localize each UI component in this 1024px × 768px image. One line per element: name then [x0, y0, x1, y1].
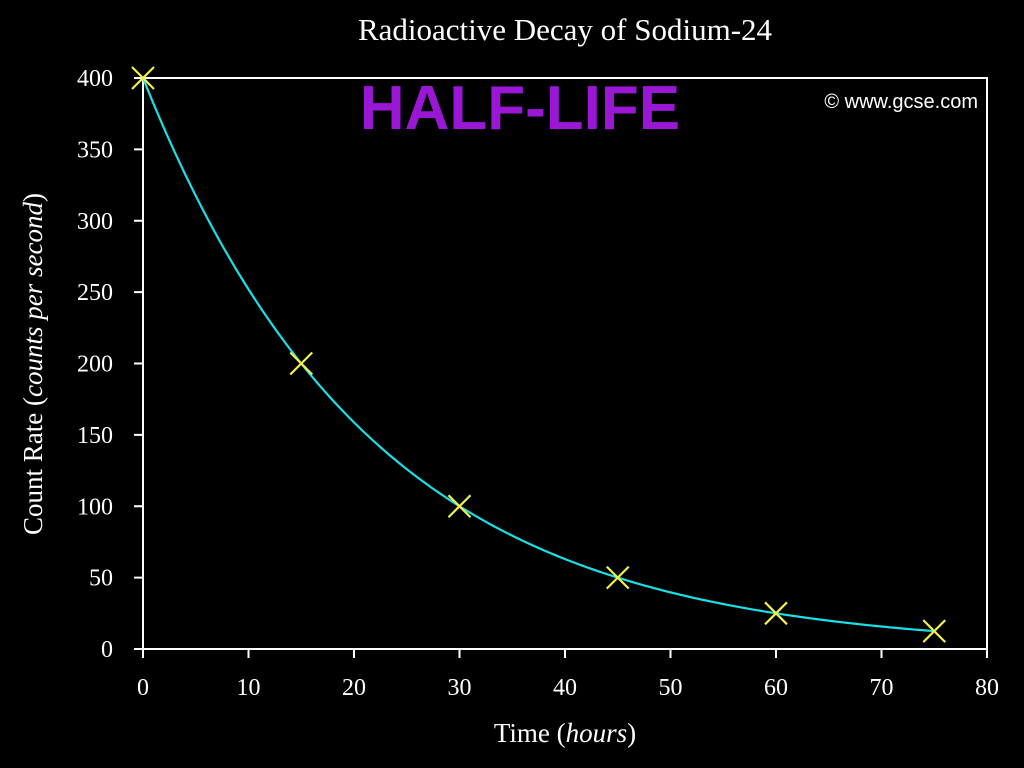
y-axis-label: Count Rate (counts per second) [18, 193, 48, 535]
x-tick-label: 50 [659, 675, 683, 701]
y-tick-label: 300 [77, 209, 113, 235]
y-tick-label: 400 [77, 66, 113, 92]
data-point-marker [764, 601, 788, 626]
x-tick-label: 60 [764, 675, 788, 701]
copyright-notice: © www.gcse.com [824, 91, 978, 113]
data-point-marker [447, 494, 472, 519]
x-axis-label: Time (hours) [494, 718, 636, 748]
y-tick-label: 350 [77, 137, 113, 163]
half-life-heading: HALF-LIFE [360, 74, 680, 143]
y-tick-label: 150 [77, 423, 113, 449]
y-tick-label: 100 [77, 494, 113, 520]
data-points [131, 66, 947, 643]
x-tick-label: 70 [870, 675, 894, 701]
data-point-marker [289, 351, 314, 376]
x-axis-label-unit: hours [566, 718, 628, 748]
y-axis-label-main: Count Rate ( [18, 397, 48, 535]
x-tick-label: 30 [448, 675, 472, 701]
y-axis-label-end: ) [18, 193, 48, 202]
x-tick-label: 10 [237, 675, 261, 701]
y-tick-label: 250 [77, 280, 113, 306]
data-point-marker [922, 619, 947, 643]
y-tick-label: 0 [101, 637, 113, 663]
y-tick-label: 200 [77, 352, 113, 378]
x-tick-label: 0 [137, 675, 149, 701]
chart-title: Radioactive Decay of Sodium-24 [358, 12, 773, 47]
y-tick-label: 50 [89, 566, 113, 592]
x-tick-label: 20 [342, 675, 366, 701]
y-axis-label-unit: counts per second [18, 202, 48, 397]
decay-curve [141, 77, 935, 633]
x-axis-ticks: 0 10 20 30 40 50 60 70 80 [137, 649, 999, 701]
x-tick-label: 40 [553, 675, 577, 701]
x-axis-label-main: Time ( [494, 718, 566, 748]
x-tick-label: 80 [975, 675, 999, 701]
y-axis-ticks: 0 50 100 150 200 250 300 350 400 [77, 66, 143, 663]
data-point-marker [605, 565, 630, 590]
data-point-marker [131, 66, 155, 90]
x-axis-label-end: ) [627, 718, 636, 748]
